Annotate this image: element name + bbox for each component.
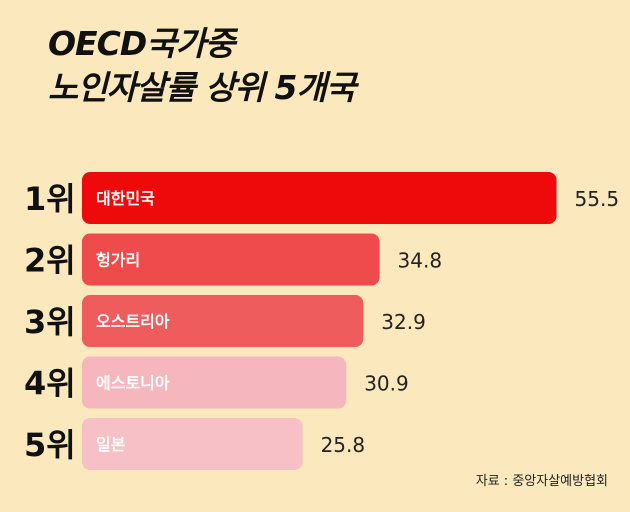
chart-title: OECD국가중 노인자살률 상위 5개국: [48, 22, 356, 110]
bar: [82, 295, 364, 347]
rank-label: 5위: [24, 426, 76, 464]
bar-value-label: 30.9: [364, 372, 409, 396]
rank-label: 2위: [24, 242, 76, 280]
rank-label: 4위: [24, 365, 76, 403]
bar: [82, 233, 380, 286]
bar: [82, 172, 557, 224]
bar-value-label: 34.8: [398, 249, 443, 273]
rank-label: 1위: [24, 180, 76, 218]
title-line-1: OECD국가중: [48, 24, 235, 63]
bar-category-label: 대한민국: [96, 189, 155, 208]
bar: [82, 418, 303, 470]
source-note: 자료 : 중앙자살예방협회: [475, 474, 608, 489]
bar-category-label: 일본: [96, 435, 126, 454]
bar-value-label: 32.9: [381, 310, 426, 334]
bar-value-label: 55.5: [575, 187, 620, 211]
bar-category-label: 헝가리: [96, 251, 140, 270]
rank-label: 3위: [24, 303, 76, 341]
bar-value-label: 25.8: [321, 433, 366, 457]
bar-category-label: 에스토니아: [96, 374, 170, 393]
title-line-2: 노인자살률 상위 5개국: [48, 68, 356, 107]
bar-category-label: 오스트리아: [96, 312, 170, 331]
bar: [82, 356, 347, 409]
